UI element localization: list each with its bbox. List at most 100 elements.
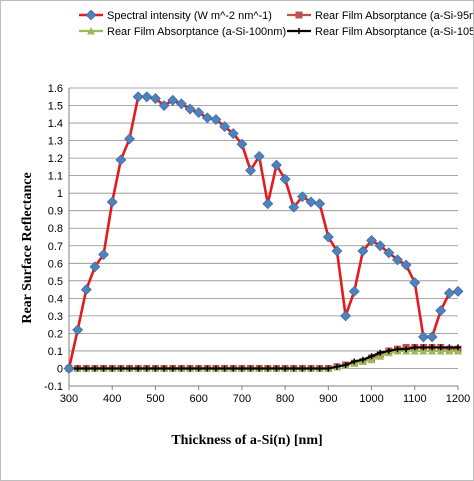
data-point [63, 363, 75, 374]
data-point [340, 310, 352, 322]
data-point [359, 356, 366, 363]
data-point [158, 100, 170, 111]
data-point [100, 365, 107, 372]
data-point [150, 93, 161, 104]
y-tick-label: 0.8 [48, 223, 63, 235]
data-point [221, 365, 228, 372]
y-tick-label: -0.1 [44, 381, 63, 393]
data-point [193, 107, 205, 118]
data-point [201, 112, 213, 124]
legend-label: Rear Film Absorptance (a-Si-105nm) [315, 26, 473, 38]
gridlines [69, 87, 458, 387]
data-point [74, 365, 81, 372]
data-point [410, 346, 419, 355]
data-point [436, 346, 445, 355]
data-point [409, 277, 421, 289]
legend-label: Rear Film Absorptance (a-Si-100nm) [107, 26, 286, 38]
data-point [135, 365, 142, 372]
data-point [106, 196, 118, 208]
data-point [385, 347, 392, 354]
series-line [69, 346, 458, 370]
legend-entry: Rear Film Absorptance (a-Si-100nm) [79, 26, 286, 38]
x-tick-label: 1100 [403, 393, 427, 405]
data-point [437, 344, 444, 351]
data-point [403, 346, 410, 353]
data-point [429, 344, 436, 351]
data-point [247, 365, 254, 372]
data-point [89, 261, 101, 273]
x-axis-title: Thickness of a-Si(n) [nm] [171, 433, 322, 448]
data-point [377, 349, 384, 356]
data-point [446, 344, 453, 351]
legend-entry: Spectral intensity (W m^-2 nm^-1) [79, 9, 272, 22]
legend-swatch-marker [296, 28, 302, 34]
data-point [452, 285, 464, 297]
data-point [83, 365, 90, 372]
data-point [351, 358, 358, 365]
data-point [367, 355, 376, 364]
y-tick-label: 0.4 [48, 293, 63, 305]
data-point [316, 365, 323, 372]
x-tick-label: 700 [233, 393, 251, 405]
y-tick-label: 0.5 [48, 276, 63, 288]
y-tick-label: 0.7 [48, 241, 63, 253]
y-tick-label: 0 [57, 363, 63, 375]
data-point [325, 365, 332, 372]
x-tick-label: 600 [189, 393, 207, 405]
data-point [296, 191, 308, 203]
series-4 [66, 344, 461, 372]
data-point [253, 150, 265, 162]
x-tick-label: 800 [276, 393, 294, 405]
data-point [184, 103, 196, 115]
axes [68, 88, 459, 390]
y-tick-label: 0.6 [48, 258, 63, 270]
data-point [392, 254, 403, 266]
y-tick-label: 1.2 [48, 153, 63, 165]
data-point [273, 365, 280, 372]
data-point [245, 164, 256, 176]
y-tick-label: 0.3 [48, 311, 63, 323]
x-tick-label: 300 [60, 393, 78, 405]
legend-label: Spectral intensity (W m^-2 nm^-1) [107, 10, 272, 22]
data-point [230, 365, 237, 372]
data-point [124, 133, 135, 145]
data-point [271, 159, 282, 171]
data-point [152, 365, 159, 372]
legend-entry: Rear Film Absorptance (a-Si-105nm) [287, 26, 473, 38]
data-point [342, 361, 349, 368]
data-point [308, 365, 315, 372]
data-point [331, 245, 343, 257]
data-point [238, 365, 245, 372]
data-point [210, 114, 222, 125]
legend: Spectral intensity (W m^-2 nm^-1) Rear Fi… [79, 9, 473, 38]
data-point [368, 353, 375, 360]
data-point [98, 249, 110, 260]
data-point [445, 346, 454, 355]
y-axis-title: Rear Surface Reflectance [20, 172, 35, 323]
data-point [227, 128, 239, 140]
y-tick-label: 1.5 [48, 101, 63, 113]
data-point [366, 235, 377, 246]
x-tick-label: 1000 [359, 393, 383, 405]
y-tick-label: 1.3 [48, 136, 63, 148]
y-tick-label: 1.1 [48, 171, 63, 183]
data-point [256, 365, 263, 372]
data-point [126, 365, 133, 372]
data-point [161, 365, 168, 372]
data-point [109, 365, 116, 372]
data-point [333, 363, 340, 370]
data-point [314, 198, 326, 210]
data-point [383, 247, 395, 259]
data-point [178, 365, 185, 372]
series-line [67, 95, 459, 369]
y-tick-label: 0.2 [48, 328, 63, 340]
x-tick-label: 1200 [446, 393, 470, 405]
legend-entry: Rear Film Absorptance (a-Si-95nm) [287, 10, 473, 22]
data-point [80, 284, 92, 296]
data-point [299, 365, 306, 372]
data-point [167, 94, 179, 106]
x-tick-label: 900 [319, 393, 337, 405]
data-point [455, 344, 461, 351]
